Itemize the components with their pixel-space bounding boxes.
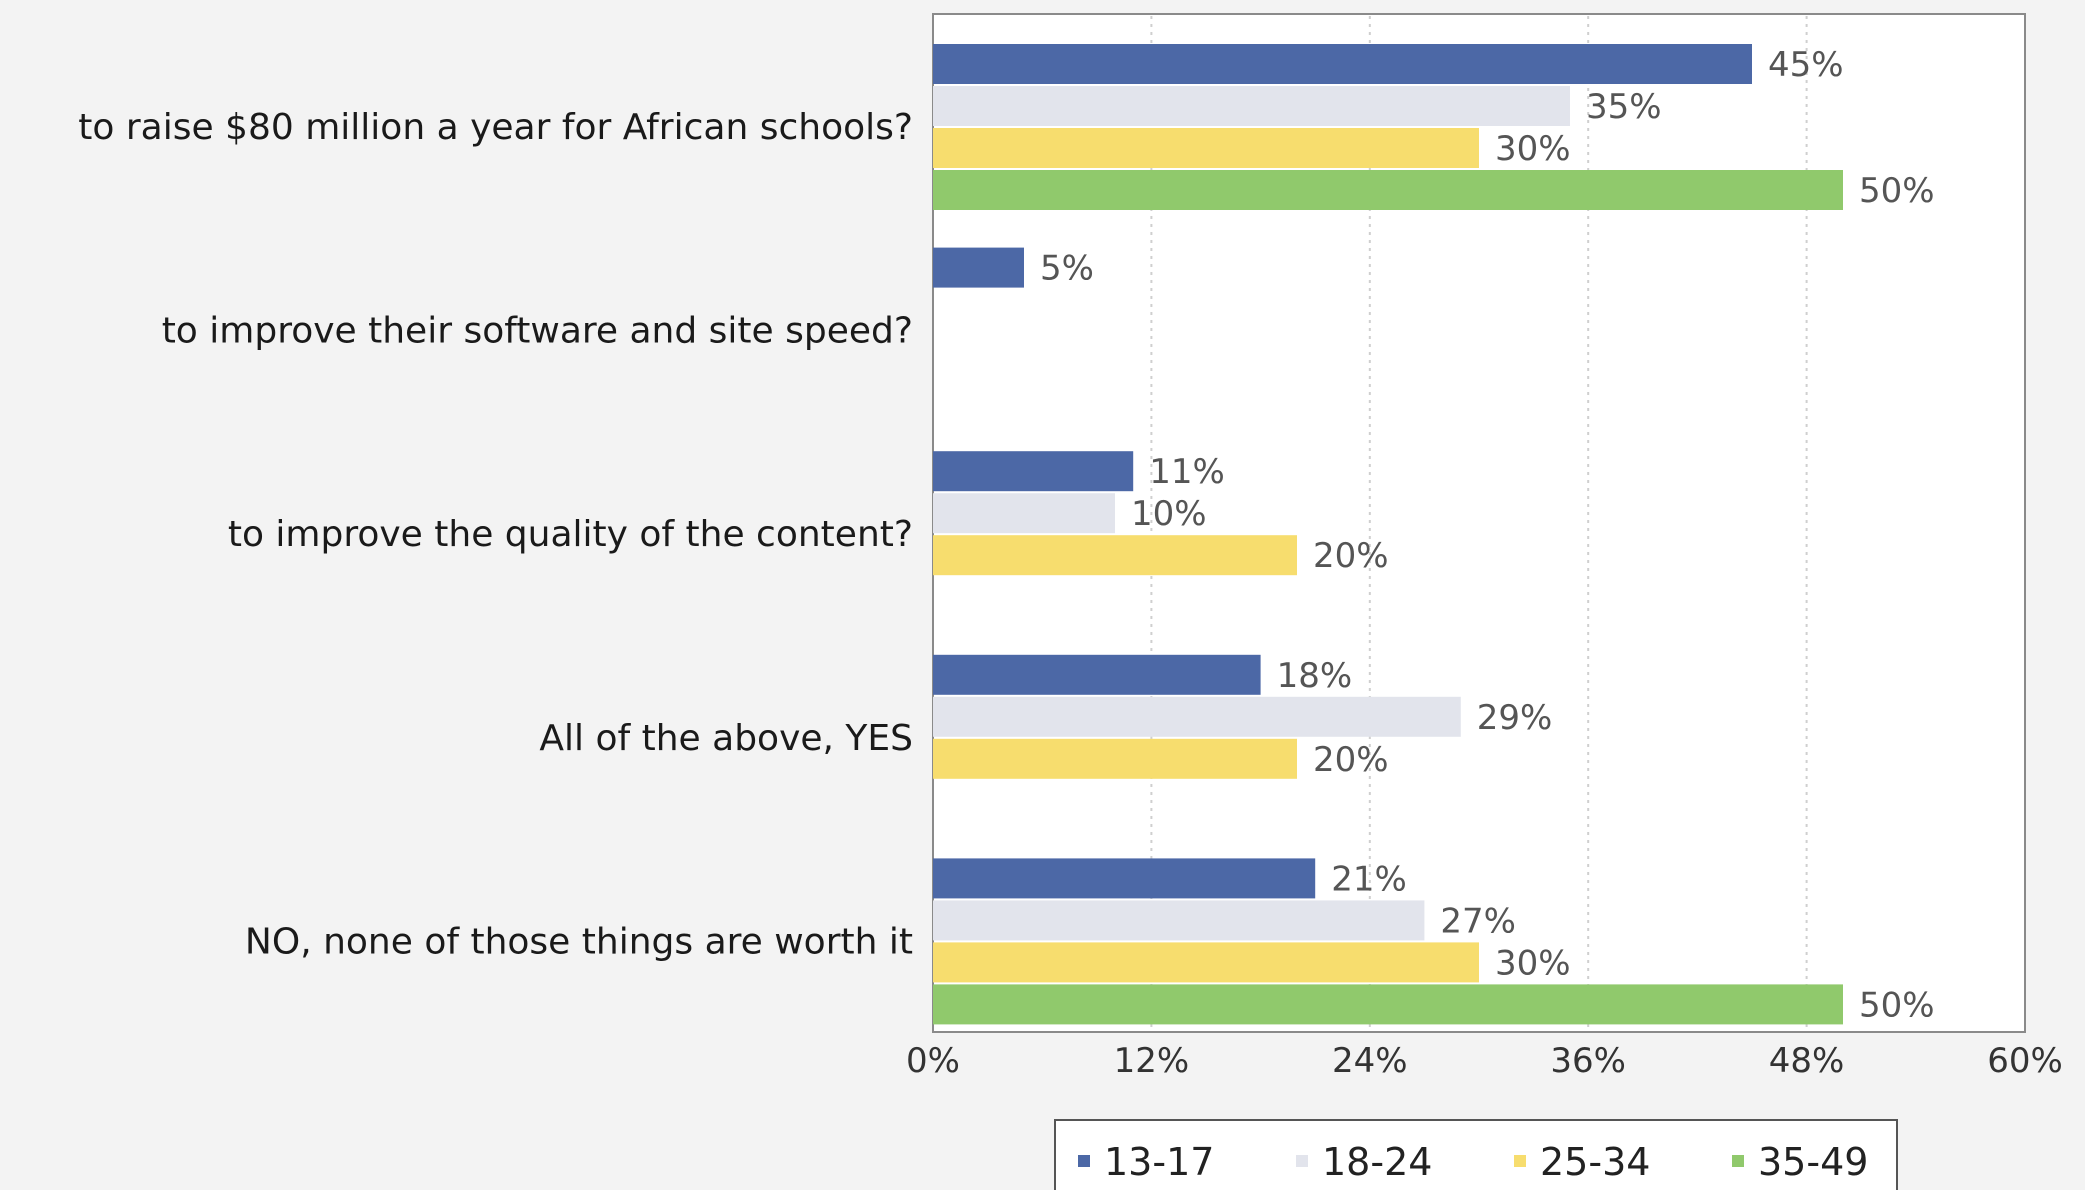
x-tick-label: 48%: [1769, 1041, 1845, 1081]
data-label: 27%: [1440, 901, 1516, 941]
data-label: 11%: [1149, 452, 1225, 492]
bar: [933, 696, 1461, 737]
category-label: to improve their software and site speed…: [162, 311, 913, 352]
category-label: to improve the quality of the content?: [228, 514, 913, 555]
bar: [933, 738, 1297, 779]
legend-swatch: [1296, 1155, 1308, 1167]
data-label: 50%: [1859, 171, 1935, 211]
legend-swatch: [1732, 1155, 1744, 1167]
legend-entry: 35-49: [1758, 1140, 1868, 1184]
bar: [933, 493, 1115, 534]
category-labels: to raise $80 million a year for African …: [78, 107, 913, 962]
data-label: 5%: [1040, 249, 1094, 289]
category-label: All of the above, YES: [539, 718, 913, 759]
legend-entry: 25-34: [1540, 1140, 1650, 1184]
legend-entry: 13-17: [1104, 1140, 1214, 1184]
bar: [933, 942, 1479, 983]
legend-entry: 18-24: [1322, 1140, 1432, 1184]
bar: [933, 86, 1570, 126]
bar: [933, 44, 1752, 84]
x-tick-label: 12%: [1114, 1041, 1190, 1081]
bar: [933, 858, 1316, 899]
data-label: 21%: [1331, 859, 1407, 899]
bar: [933, 128, 1479, 168]
x-tick-label: 24%: [1332, 1041, 1408, 1081]
data-label: 20%: [1313, 740, 1389, 780]
bars: 45%35%30%50%5%11%10%20%18%29%20%21%27%30…: [933, 44, 1935, 1025]
legend-swatch: [1078, 1155, 1090, 1167]
bar: [933, 535, 1297, 576]
data-label: 29%: [1477, 698, 1553, 738]
legend: 13-17 18-24 25-34 35-49: [1054, 1119, 1898, 1190]
data-label: 10%: [1131, 494, 1207, 534]
x-tick-label: 60%: [1987, 1041, 2063, 1081]
bar: [933, 654, 1261, 695]
data-label: 50%: [1859, 985, 1935, 1025]
x-tick-labels: 0% 12% 24% 36% 48% 60%: [906, 1041, 2063, 1081]
bar: [933, 900, 1425, 941]
data-label: 18%: [1277, 656, 1353, 696]
legend-box: [1054, 1119, 1898, 1190]
category-label: to raise $80 million a year for African …: [78, 107, 913, 148]
category-label: NO, none of those things are worth it: [245, 921, 913, 962]
x-tick-label: 0%: [906, 1041, 960, 1081]
x-tick-label: 36%: [1550, 1041, 1626, 1081]
data-label: 45%: [1768, 45, 1844, 85]
bar: [933, 170, 1843, 210]
data-label: 30%: [1495, 129, 1571, 169]
data-label: 35%: [1586, 87, 1662, 127]
bar: [933, 451, 1134, 492]
bar: [933, 247, 1024, 288]
bar: [933, 984, 1843, 1025]
legend-swatch: [1514, 1155, 1526, 1167]
data-label: 20%: [1313, 536, 1389, 576]
data-label: 30%: [1495, 943, 1571, 983]
